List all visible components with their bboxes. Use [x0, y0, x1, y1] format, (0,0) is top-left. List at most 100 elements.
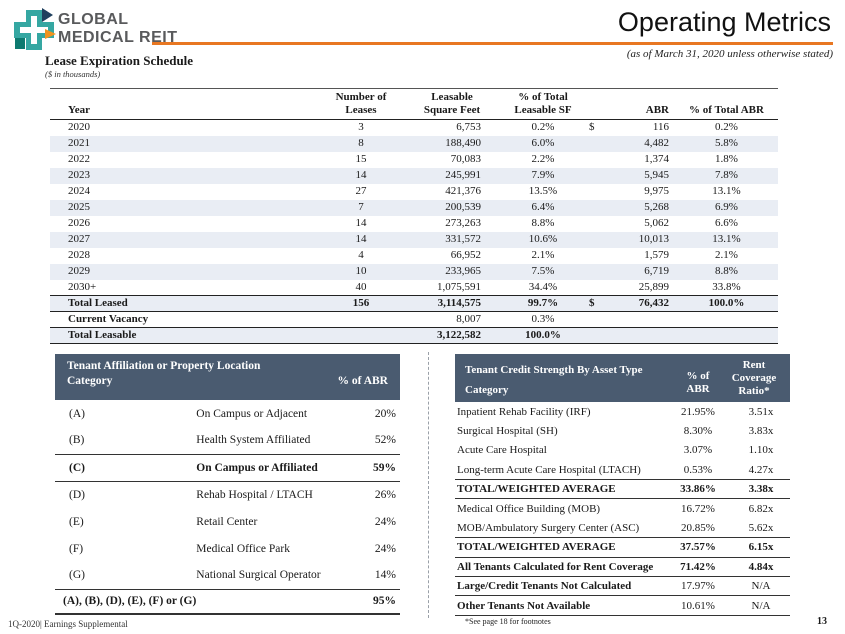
credit-col-pct-abr: % of ABR	[686, 370, 710, 395]
credit-col-category: Category	[465, 384, 509, 396]
lease-cell-abr	[615, 312, 675, 328]
affiliation-col-pct-abr: % of ABR	[337, 375, 388, 387]
lease-cell-abr: 6,719	[644, 265, 669, 277]
affiliation-cell-code: (A)	[69, 407, 85, 420]
credit-cell-label: Other Tenants Not Available	[457, 599, 591, 612]
affiliation-cell-pct: 24%	[374, 515, 396, 528]
lease-table-body: 2020 3 6,753 0.2% $116 0.2% 2021 8 188,490 6.0% 4,…	[50, 120, 778, 344]
lease-cell-abr: 116	[652, 121, 669, 134]
affiliation-cell-code: (A), (B), (D), (E), (F) or (G)	[63, 595, 197, 608]
lease-cell-year: 2023	[68, 169, 90, 181]
lease-cell-abr: 10,013	[638, 233, 669, 245]
lease-cell-year: 2029	[68, 265, 90, 277]
lease-cell-abr: 1,374	[644, 153, 669, 165]
lease-cell-leases	[315, 328, 407, 344]
lease-cell-leases: 14	[355, 169, 367, 181]
affiliation-row: (E) Retail Center 24%	[55, 508, 400, 535]
lease-cell-abr-pct: 100.0%	[708, 297, 745, 309]
lease-cell-abr-pct: 13.1%	[712, 233, 741, 245]
affiliation-cell-pct: 26%	[374, 488, 396, 501]
credit-cell-pct: 0.53%	[683, 463, 713, 476]
lease-row: Total Leased 156 3,114,575 99.7% $76,432 100.…	[50, 295, 778, 312]
lease-cell-currency: $	[589, 297, 595, 309]
affiliation-table-title: Tenant Affiliation or Property Location	[67, 360, 261, 372]
lease-cell-sf: 3,122,582	[437, 329, 481, 341]
lease-cell-year: 2020	[68, 121, 90, 134]
affiliation-cell-code: (D)	[69, 488, 85, 501]
lease-cell-abr: 76,432	[638, 297, 669, 309]
affiliation-table: (A) On Campus or Adjacent 20% (B) Health Sys…	[55, 400, 400, 615]
col-header-leasable-sf: Leasable Square Feet	[407, 88, 497, 120]
credit-cell-pct: 33.86%	[680, 483, 716, 496]
lease-cell-abr: 25,899	[638, 280, 669, 293]
credit-table-body: Inpatient Rehab Facility (IRF) 21.95% 3.51…	[455, 402, 790, 616]
lease-expiration-table: Year Number of Leases Leasable Square Fe…	[50, 88, 778, 344]
col-header-year: Year	[50, 88, 315, 120]
affiliation-cell-pct: 59%	[373, 461, 396, 474]
lease-cell-leases: 40	[355, 280, 367, 293]
affiliation-cell-code: (G)	[69, 569, 85, 582]
affiliation-row: (F) Medical Office Park 24%	[55, 535, 400, 562]
lease-cell-sf: 245,991	[445, 169, 481, 181]
lease-cell-sf: 273,263	[445, 217, 481, 229]
credit-cell-pct: 37.57%	[680, 541, 716, 554]
lease-cell-year: 2021	[68, 137, 90, 149]
lease-cell-sf: 331,572	[445, 233, 481, 245]
credit-cell-ratio: N/A	[751, 580, 771, 593]
lease-cell-leases: 156	[352, 297, 370, 309]
lease-cell-leases: 8	[358, 137, 364, 149]
lease-cell-abr-pct: 33.8%	[712, 280, 741, 293]
lease-cell-year: 2026	[68, 217, 90, 229]
credit-cell-pct: 71.42%	[680, 560, 716, 573]
col-header-pct-total-abr: % of Total ABR	[675, 88, 778, 120]
lease-cell-sf-pct: 7.9%	[531, 169, 555, 181]
lease-cell-abr: 5,268	[644, 201, 669, 213]
lease-cell-leases: 27	[355, 185, 367, 197]
credit-cell-label: Medical Office Building (MOB)	[457, 502, 601, 515]
credit-row: Surgical Hospital (SH) 8.30% 3.83x	[455, 421, 790, 440]
credit-table-header-band: Tenant Credit Strength By Asset Type Cat…	[455, 354, 790, 402]
affiliation-cell-label: Rehab Hospital / LTACH	[196, 488, 313, 501]
lease-row: 2027 14 331,572 10.6% 10,013 13.1%	[50, 231, 778, 248]
lease-row: 2024 27 421,376 13.5% 9,975 13.1%	[50, 184, 778, 200]
lease-cell-currency	[589, 200, 615, 216]
affiliation-cell-label: Retail Center	[196, 515, 258, 528]
affiliation-cell-label: On Campus or Adjacent	[196, 407, 308, 420]
lease-cell-sf-pct: 2.2%	[531, 153, 555, 165]
credit-cell-label: MOB/Ambulatory Surgery Center (ASC)	[457, 521, 640, 534]
lease-cell-sf-pct: 2.1%	[531, 249, 555, 261]
lease-cell-sf-pct: 0.2%	[531, 121, 555, 134]
affiliation-row: (D) Rehab Hospital / LTACH 26%	[55, 481, 400, 508]
credit-col-rent-coverage-ratio: Rent Coverage Ratio*	[731, 359, 777, 397]
tables-divider	[428, 352, 429, 618]
credit-cell-ratio: 4.27x	[748, 463, 774, 476]
lease-cell-year: 2027	[68, 233, 90, 245]
affiliation-cell-code: (F)	[69, 542, 84, 555]
lease-cell-abr: 5,945	[644, 169, 669, 181]
lease-cell-year: Current Vacancy	[68, 313, 149, 325]
affiliation-row: (G) National Surgical Operator 14%	[55, 562, 400, 589]
brand-name: GLOBAL MEDICAL REIT	[58, 11, 177, 47]
lease-cell-year: 2028	[68, 249, 90, 261]
lease-row: 2023 14 245,991 7.9% 5,945 7.8%	[50, 167, 778, 184]
lease-cell-sf-pct: 99.7%	[527, 297, 559, 309]
credit-cell-pct: 17.97%	[681, 580, 715, 593]
affiliation-cell-label: National Surgical Operator	[196, 569, 321, 582]
lease-cell-sf-pct: 6.4%	[531, 201, 555, 213]
affiliation-cell-pct: 24%	[374, 542, 396, 555]
credit-cell-ratio: 4.84x	[748, 560, 774, 573]
lease-row: 2021 8 188,490 6.0% 4,482 5.8%	[50, 135, 778, 152]
credit-cell-label: Inpatient Rehab Facility (IRF)	[457, 405, 591, 418]
lease-cell-sf: 188,490	[445, 137, 481, 149]
affiliation-cell-label	[196, 589, 342, 614]
lease-cell-abr-pct: 13.1%	[712, 185, 741, 197]
credit-cell-ratio: 6.15x	[748, 541, 774, 554]
credit-cell-label: Large/Credit Tenants Not Calculated	[457, 580, 632, 593]
lease-cell-sf: 8,007	[456, 313, 481, 325]
lease-table-header: Year Number of Leases Leasable Square Fe…	[50, 88, 778, 120]
lease-cell-sf-pct: 13.5%	[528, 185, 558, 197]
credit-cell-ratio: 3.83x	[748, 425, 774, 438]
as-of-note: (as of March 31, 2020 unless otherwise s…	[626, 48, 833, 60]
lease-cell-sf-pct: 34.4%	[528, 280, 558, 293]
